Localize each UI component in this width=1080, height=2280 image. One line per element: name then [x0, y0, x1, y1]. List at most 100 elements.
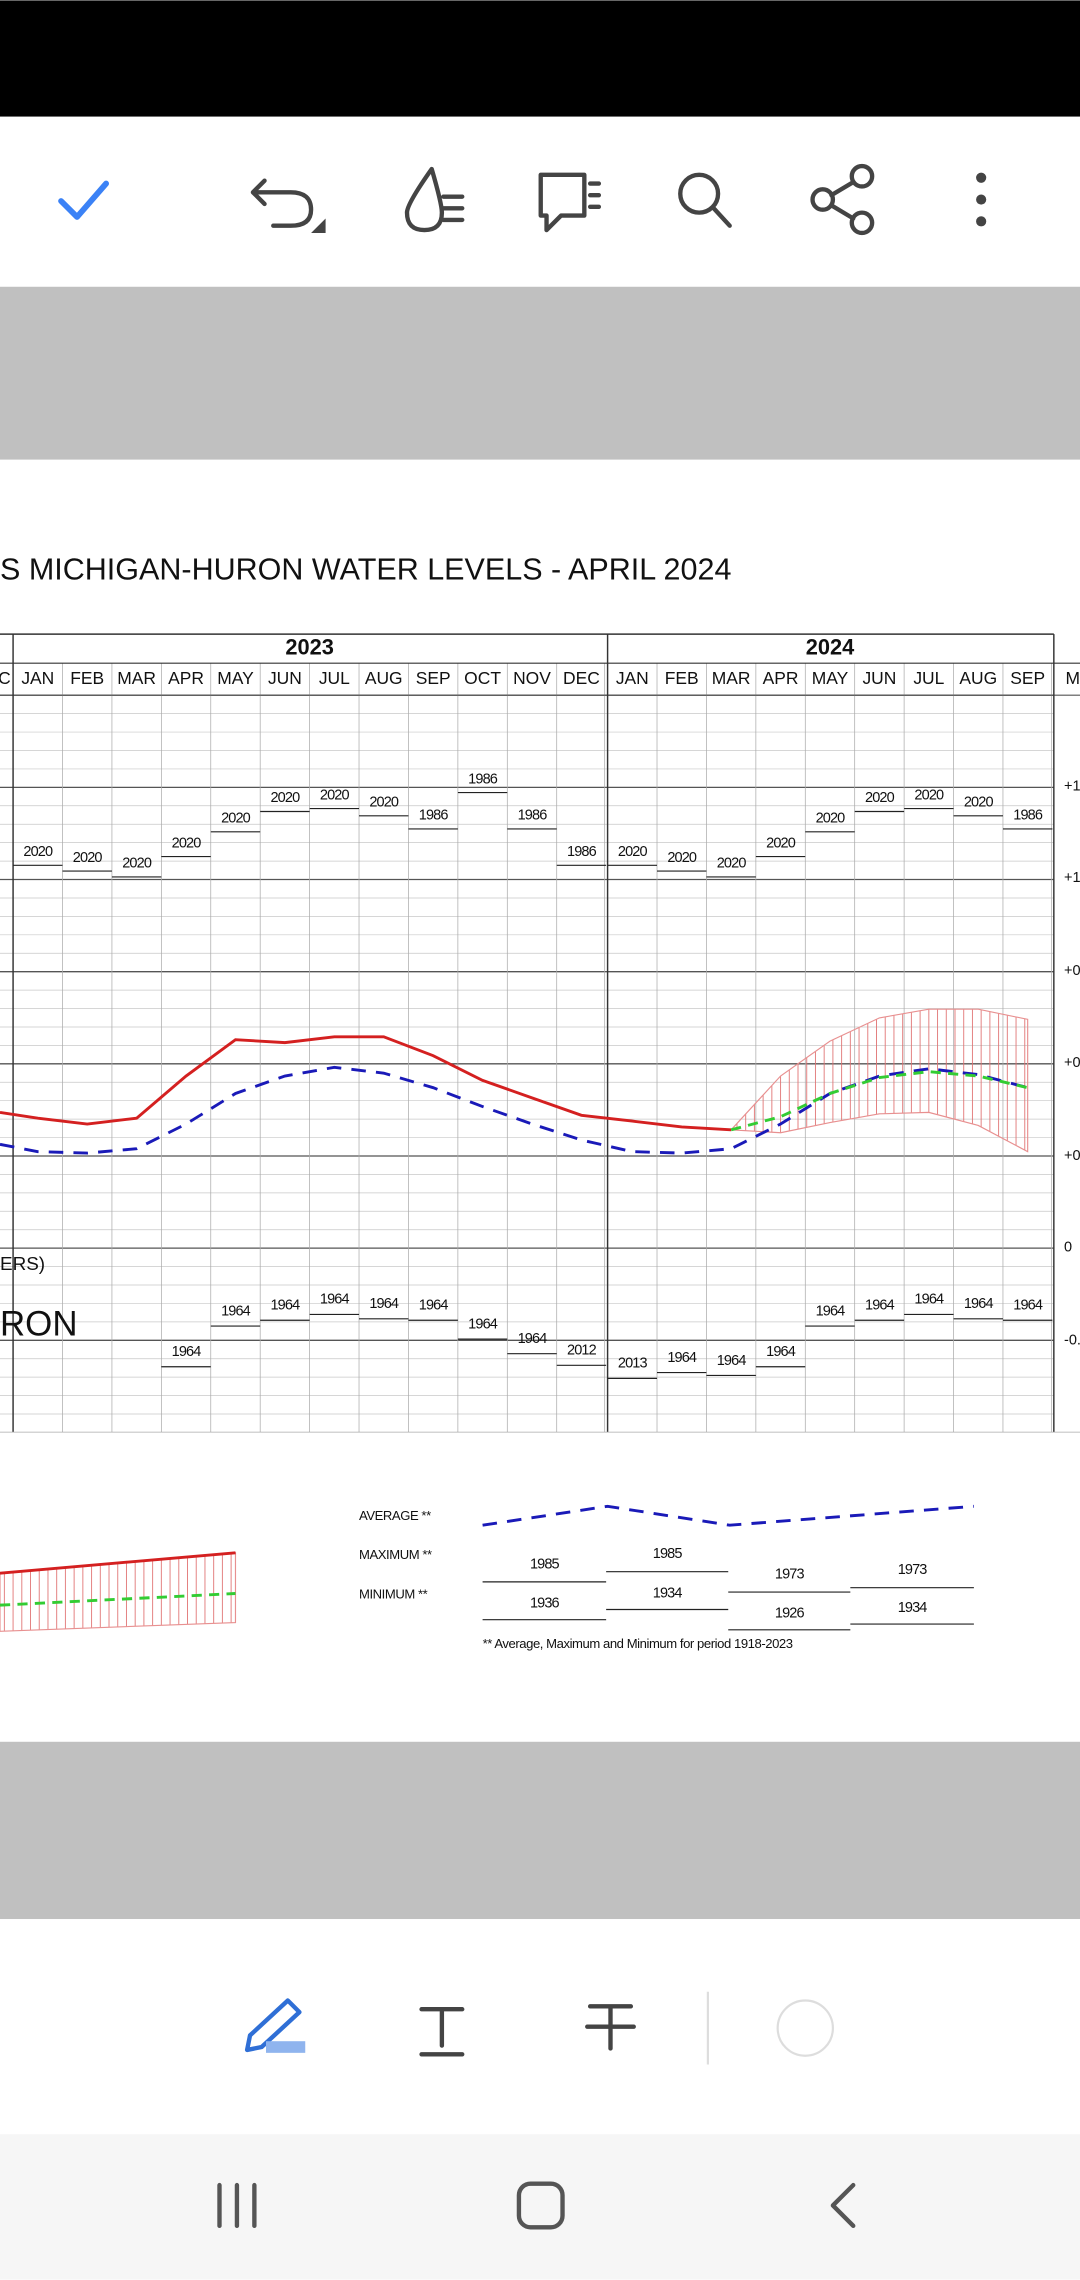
- month-label: APR: [168, 668, 204, 688]
- min-record-year: 1964: [320, 1292, 350, 1308]
- min-record-year: 1964: [468, 1316, 498, 1332]
- underline-tool[interactable]: [419, 2007, 465, 2057]
- month-label: JAN: [21, 668, 54, 688]
- min-record-year: 1964: [964, 1296, 994, 1312]
- more-button[interactable]: [976, 172, 987, 227]
- min-record-year: 1964: [865, 1298, 895, 1314]
- month-label: MAY: [217, 668, 254, 688]
- axis-label: +0: [1064, 963, 1080, 979]
- search-button[interactable]: [678, 172, 721, 215]
- max-record-year: 1986: [1013, 808, 1043, 824]
- page-gap: [0, 286, 1080, 460]
- month-label: JUN: [862, 668, 896, 688]
- nav-buttons: [217, 2181, 856, 2230]
- legend-min-year: 1934: [653, 1585, 683, 1601]
- max-record-year: 1986: [468, 771, 498, 787]
- month-label: JUL: [319, 668, 350, 688]
- page-gap: [0, 1741, 1080, 1920]
- month-label: MAR: [117, 668, 156, 688]
- month-label: FEB: [665, 668, 699, 688]
- month-label: AUG: [365, 668, 403, 688]
- max-record-year: 2020: [369, 795, 399, 811]
- month-label: MAY: [812, 668, 849, 688]
- back-button[interactable]: [830, 2182, 856, 2228]
- month-label: JAN: [616, 668, 649, 688]
- done-button[interactable]: [58, 180, 110, 220]
- max-record-year: 2020: [320, 787, 350, 803]
- chart-title: S MICHIGAN-HURON WATER LEVELS - APRIL 20…: [0, 553, 731, 587]
- axis-label: +0: [1064, 1055, 1080, 1071]
- max-record-year: 2020: [914, 787, 944, 803]
- min-record-year: 1964: [914, 1292, 944, 1308]
- legend-label: AVERAGE **: [359, 1508, 431, 1523]
- min-record-year: 1964: [172, 1344, 202, 1360]
- max-record-year: 2020: [717, 856, 747, 872]
- legend-max-year: 1973: [775, 1566, 805, 1582]
- legend-min-year: 1934: [898, 1600, 928, 1616]
- min-record-year: 1964: [1013, 1298, 1043, 1314]
- highlight-tool[interactable]: [244, 1998, 302, 2053]
- max-record-year: 2020: [667, 850, 697, 866]
- min-record-year: 1964: [717, 1353, 747, 1369]
- strikethrough-tool[interactable]: [585, 2004, 636, 2051]
- min-record-year: 2013: [618, 1356, 648, 1372]
- month-label: SEP: [1010, 668, 1045, 688]
- recent-apps-button[interactable]: [217, 2182, 257, 2228]
- share-button[interactable]: [810, 163, 875, 236]
- status-bar: [0, 0, 1080, 117]
- month-label: OCT: [464, 668, 501, 688]
- max-record-year: 2020: [221, 811, 251, 827]
- max-record-year: 2020: [816, 811, 846, 827]
- navigation-bar: [0, 2134, 1080, 2280]
- min-record-year: 1964: [270, 1298, 300, 1314]
- min-record-year: 1964: [419, 1298, 449, 1314]
- comment-button[interactable]: [538, 172, 602, 233]
- min-record-year: 1964: [518, 1331, 548, 1347]
- legend-min-year: 1936: [530, 1596, 560, 1612]
- axis-label: -0.: [1064, 1332, 1080, 1348]
- max-record-year: 2020: [865, 790, 895, 806]
- max-record-year: 1986: [419, 808, 449, 824]
- max-record-year: 2020: [23, 844, 53, 860]
- legend-label: MINIMUM **: [359, 1586, 428, 1601]
- min-record-year: 1964: [816, 1303, 846, 1319]
- max-record-year: 2020: [964, 795, 994, 811]
- home-button[interactable]: [516, 2181, 565, 2230]
- max-record-year: 2020: [618, 844, 648, 860]
- min-record-year: 1964: [766, 1344, 796, 1360]
- legend-max-year: 1985: [530, 1556, 560, 1572]
- undo-button[interactable]: [250, 178, 314, 228]
- side-label: RON: [0, 1304, 78, 1343]
- month-label: DEC: [563, 668, 600, 688]
- max-record-year: 1986: [518, 808, 548, 824]
- axis-label: +1: [1064, 779, 1080, 795]
- max-record-year: 2020: [270, 790, 300, 806]
- max-record-year: 2020: [73, 850, 103, 866]
- max-record-year: 1986: [567, 844, 597, 860]
- legend-average: [482, 1504, 975, 1527]
- month-label: SEP: [416, 668, 451, 688]
- month-label: APR: [763, 668, 799, 688]
- legend-observed: [0, 1551, 236, 1575]
- min-record-year: 2012: [567, 1343, 597, 1359]
- color-picker[interactable]: [776, 1999, 834, 2057]
- forecast-range: [729, 1008, 1029, 1153]
- min-record-year: 1964: [667, 1350, 697, 1366]
- side-label: ERS): [0, 1254, 45, 1275]
- forecast-level: [730, 1070, 1029, 1132]
- legend-label: MAXIMUM **: [359, 1547, 432, 1562]
- month-label: C: [0, 668, 11, 688]
- water-level-chart: S MICHIGAN-HURON WATER LEVELS - APRIL 20…: [0, 553, 1080, 1651]
- max-record-year: 2020: [122, 856, 152, 872]
- ink-button[interactable]: [404, 166, 465, 233]
- legend-max-year: 1985: [653, 1546, 683, 1562]
- bottom-toolbar: [0, 1919, 1080, 2135]
- axis-label: +1: [1064, 870, 1080, 886]
- axis-label: +0: [1064, 1148, 1080, 1164]
- month-label: JUL: [913, 668, 944, 688]
- max-record-year: 2020: [172, 835, 202, 851]
- min-record-year: 1964: [221, 1303, 251, 1319]
- month-label: MAR: [712, 668, 751, 688]
- legend-forecast: [0, 1592, 236, 1607]
